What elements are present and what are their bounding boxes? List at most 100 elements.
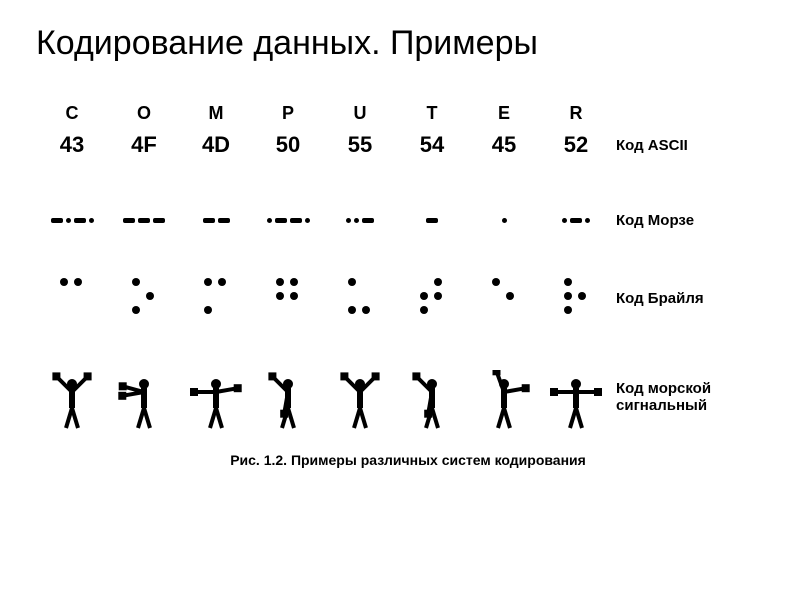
morse-cell <box>108 210 180 230</box>
semaphore-figure-icon <box>258 370 318 430</box>
braille-empty <box>420 278 428 286</box>
semaphore-row: Код морской сигнальный <box>36 364 780 430</box>
semaphore-figure-icon <box>114 370 174 430</box>
braille-dot-icon <box>492 278 500 286</box>
morse-cell <box>252 210 324 230</box>
morse-label: Код Морзе <box>612 212 780 229</box>
morse-dash-icon <box>51 218 63 223</box>
morse-dash-icon <box>123 218 135 223</box>
semaphore-cell <box>396 364 468 430</box>
braille-empty <box>132 292 140 300</box>
braille-empty <box>60 292 68 300</box>
braille-dot-icon <box>506 292 514 300</box>
col-letter: E <box>468 103 540 124</box>
morse-dot-icon <box>354 218 359 223</box>
morse-dash-icon <box>138 218 150 223</box>
morse-dash-icon <box>362 218 374 223</box>
ascii-code: 4D <box>180 132 252 158</box>
morse-dash-icon <box>290 218 302 223</box>
ascii-code: 55 <box>324 132 396 158</box>
braille-cell <box>108 276 180 320</box>
braille-dot-icon <box>564 306 572 314</box>
braille-empty <box>146 278 154 286</box>
braille-dot-icon <box>276 278 284 286</box>
col-letter: O <box>108 103 180 124</box>
braille-empty <box>506 306 514 314</box>
semaphore-cell <box>252 364 324 430</box>
morse-cell <box>180 210 252 230</box>
morse-dot-icon <box>585 218 590 223</box>
ascii-code: 54 <box>396 132 468 158</box>
morse-dash-icon <box>570 218 582 223</box>
braille-empty <box>60 306 68 314</box>
morse-dot-icon <box>267 218 272 223</box>
braille-empty <box>146 306 154 314</box>
braille-empty <box>434 306 442 314</box>
braille-dot-icon <box>564 278 572 286</box>
morse-dot-icon <box>89 218 94 223</box>
semaphore-cell <box>540 364 612 430</box>
col-letter: R <box>540 103 612 124</box>
braille-dot-icon <box>348 306 356 314</box>
braille-empty <box>492 306 500 314</box>
morse-dash-icon <box>203 218 215 223</box>
morse-dot-icon <box>502 218 507 223</box>
braille-dot-icon <box>132 306 140 314</box>
braille-dot-icon <box>290 278 298 286</box>
morse-cell <box>36 210 108 230</box>
col-letter: C <box>36 103 108 124</box>
braille-dot-icon <box>132 278 140 286</box>
morse-dash-icon <box>153 218 165 223</box>
morse-cell <box>396 210 468 230</box>
braille-empty <box>276 306 284 314</box>
braille-label: Код Брайля <box>612 290 780 307</box>
ascii-code: 45 <box>468 132 540 158</box>
semaphore-figure-icon <box>186 370 246 430</box>
braille-dot-icon <box>434 278 442 286</box>
braille-cell <box>468 276 540 320</box>
braille-empty <box>578 278 586 286</box>
braille-dot-icon <box>218 278 226 286</box>
braille-dot-icon <box>74 278 82 286</box>
semaphore-cell <box>36 364 108 430</box>
braille-row: Код Брайля <box>36 276 780 320</box>
morse-dot-icon <box>346 218 351 223</box>
semaphore-cell <box>108 364 180 430</box>
ascii-code: 43 <box>36 132 108 158</box>
braille-dot-icon <box>564 292 572 300</box>
morse-dash-icon <box>426 218 438 223</box>
braille-dot-icon <box>578 292 586 300</box>
braille-empty <box>290 306 298 314</box>
braille-empty <box>578 306 586 314</box>
semaphore-cell <box>180 364 252 430</box>
letters-row: C O M P U T E R <box>36 103 780 124</box>
col-letter: M <box>180 103 252 124</box>
ascii-label: Код ASCII <box>612 137 780 154</box>
semaphore-figure-icon <box>42 370 102 430</box>
morse-dash-icon <box>74 218 86 223</box>
braille-dot-icon <box>348 278 356 286</box>
braille-dot-icon <box>204 278 212 286</box>
braille-dot-icon <box>434 292 442 300</box>
braille-dot-icon <box>420 292 428 300</box>
braille-empty <box>492 292 500 300</box>
braille-dot-icon <box>276 292 284 300</box>
semaphore-figure-icon <box>546 370 606 430</box>
braille-empty <box>218 292 226 300</box>
ascii-code: 4F <box>108 132 180 158</box>
braille-cell <box>252 276 324 320</box>
figure-caption: Рис. 1.2. Примеры различных систем кодир… <box>36 452 780 468</box>
semaphore-cell <box>324 364 396 430</box>
ascii-row: 43 4F 4D 50 55 54 45 52 Код ASCII <box>36 132 780 158</box>
braille-dot-icon <box>290 292 298 300</box>
braille-cell <box>180 276 252 320</box>
morse-dot-icon <box>562 218 567 223</box>
ascii-code: 50 <box>252 132 324 158</box>
braille-empty <box>348 292 356 300</box>
page-title: Кодирование данных. Примеры <box>36 24 780 63</box>
braille-cell <box>540 276 612 320</box>
morse-dash-icon <box>275 218 287 223</box>
morse-cell <box>468 210 540 230</box>
braille-empty <box>362 278 370 286</box>
morse-cell <box>324 210 396 230</box>
